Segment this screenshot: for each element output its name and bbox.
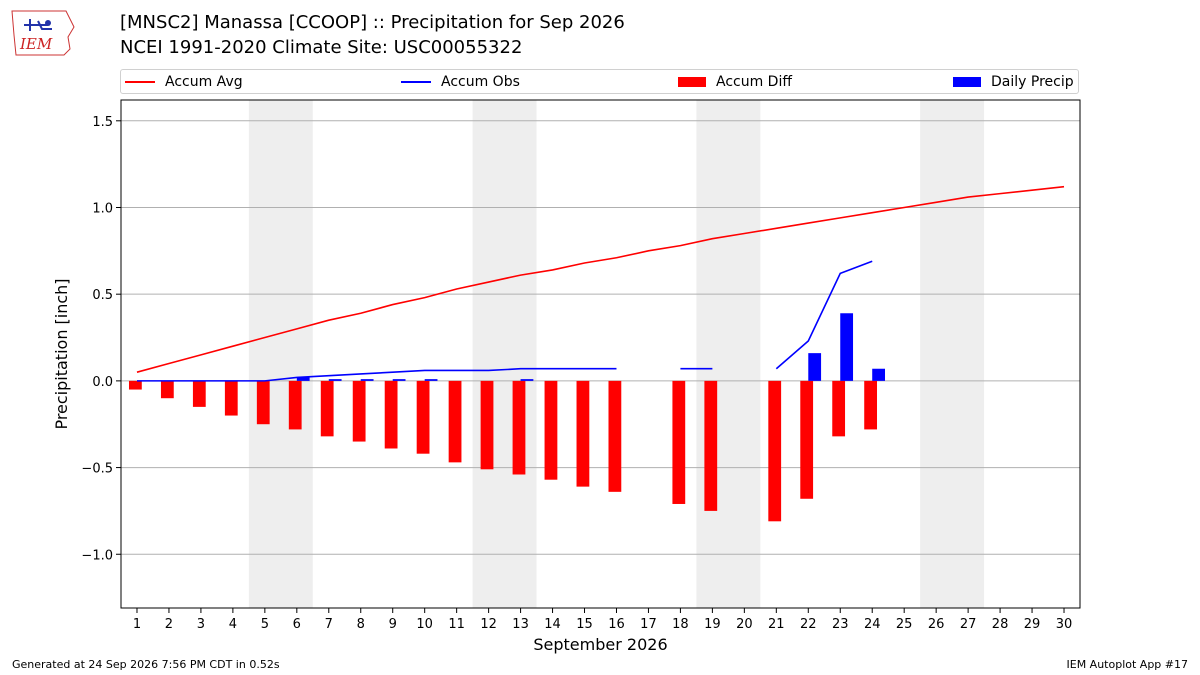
accum-diff-bar [864,380,878,430]
y-tick-label: 1.5 [92,115,113,130]
accum-diff-bar [704,380,718,511]
x-tick-label: 24 [864,617,881,632]
weekend-shade [472,100,537,608]
x-tick-label: 2 [165,617,173,632]
weekend-shade [920,100,985,608]
x-tick-label: 5 [261,617,269,632]
x-tick-label: 19 [704,617,721,632]
daily-precip-bar [840,313,854,381]
x-tick-label: 26 [928,617,945,632]
accum-diff-bar [480,380,494,470]
legend-label: Accum Obs [441,74,520,90]
daily-precip-bar [360,379,374,381]
daily-precip-bar [872,368,886,381]
daily-precip-bar [520,379,534,381]
x-tick-label: 16 [608,617,625,632]
accum-diff-bar [256,380,270,425]
x-tick-label: 9 [389,617,397,632]
x-axis-label: September 2026 [533,635,667,654]
accum-diff-bar [224,380,238,416]
chart-title: [MNSC2] Manassa [CCOOP] :: Precipitation… [120,12,625,33]
x-tick-label: 28 [992,617,1009,632]
accum-diff-bar [672,380,686,504]
weekend-shade [696,100,761,608]
accum-diff-bar [800,380,814,499]
footer-generated: Generated at 24 Sep 2026 7:56 PM CDT in … [12,658,280,671]
accum-diff-bar [384,380,398,449]
accum-diff-bar [416,380,430,454]
chart-subtitle: NCEI 1991-2020 Climate Site: USC00055322 [120,37,523,58]
daily-precip-bar [328,379,342,381]
accum-diff-bar [544,380,558,480]
x-tick-label: 11 [448,617,465,632]
legend-bar-icon [678,77,706,87]
x-tick-label: 27 [960,617,977,632]
x-tick-label: 10 [416,617,433,632]
y-axis-label: Precipitation [inch] [52,278,71,429]
daily-precip-bar [392,379,406,381]
x-tick-label: 29 [1024,617,1041,632]
x-tick-label: 20 [736,617,753,632]
accum-diff-bar [352,380,366,442]
x-tick-label: 8 [357,617,365,632]
plot-frame [120,99,1081,609]
legend-label: Accum Avg [165,74,243,90]
accum-diff-bar [768,380,782,522]
y-tick-label: 1.0 [92,201,113,216]
iowa-outline-icon [11,10,75,56]
weekend-shade [248,100,313,608]
legend-line-icon [125,81,155,83]
iem-logo: IEM [11,10,75,56]
legend-item-accum-avg: Accum Avg [125,73,243,91]
legend-item-accum-diff: Accum Diff [678,73,792,91]
x-tick-label: 12 [480,617,497,632]
legend: Accum Avg Accum Obs Accum Diff Daily Pre… [120,69,1079,94]
x-tick-label: 3 [197,617,205,632]
accum-diff-bar [320,380,334,437]
accum-diff-bar [288,380,302,430]
y-tick-label: 0.0 [92,375,113,390]
daily-precip-bar [424,379,438,381]
legend-label: Daily Precip [991,74,1074,90]
accum-diff-bar [512,380,526,475]
legend-line-icon [401,81,431,83]
weather-symbol-icon [24,19,52,31]
accum-diff-bar [128,380,142,390]
x-tick-label: 14 [544,617,561,632]
x-tick-label: 23 [832,617,849,632]
accum-diff-bar [576,380,590,487]
legend-item-accum-obs: Accum Obs [401,73,520,91]
x-tick-label: 7 [325,617,333,632]
logo-text: IEM [19,35,53,53]
accum-obs-line [775,260,873,370]
x-tick-label: 17 [640,617,657,632]
y-tick-label: 0.5 [92,288,113,303]
x-tick-label: 1 [133,617,141,632]
daily-precip-bar [808,353,822,381]
legend-label: Accum Diff [716,74,793,90]
x-tick-label: 15 [576,617,593,632]
accum-diff-bar [160,380,174,399]
accum-avg-line [136,185,1065,373]
x-tick-label: 13 [512,617,529,632]
x-tick-label: 21 [768,617,785,632]
accum-diff-bar [192,380,206,407]
y-tick-label: −0.5 [81,462,113,477]
legend-item-daily-precip: Daily Precip [953,73,1074,91]
daily-precip-bar [296,377,310,381]
x-tick-label: 4 [229,617,237,632]
accum-obs-line [136,367,617,382]
legend-bar-icon [953,77,981,87]
accum-diff-bar [832,380,846,437]
x-tick-label: 22 [800,617,817,632]
accum-diff-bar [608,380,622,492]
x-tick-label: 18 [672,617,689,632]
footer-app: IEM Autoplot App #17 [1066,658,1189,671]
x-tick-label: 25 [896,617,913,632]
y-tick-label: −1.0 [81,548,113,563]
x-tick-label: 6 [293,617,301,632]
x-tick-label: 30 [1056,617,1073,632]
accum-diff-bar [448,380,462,463]
